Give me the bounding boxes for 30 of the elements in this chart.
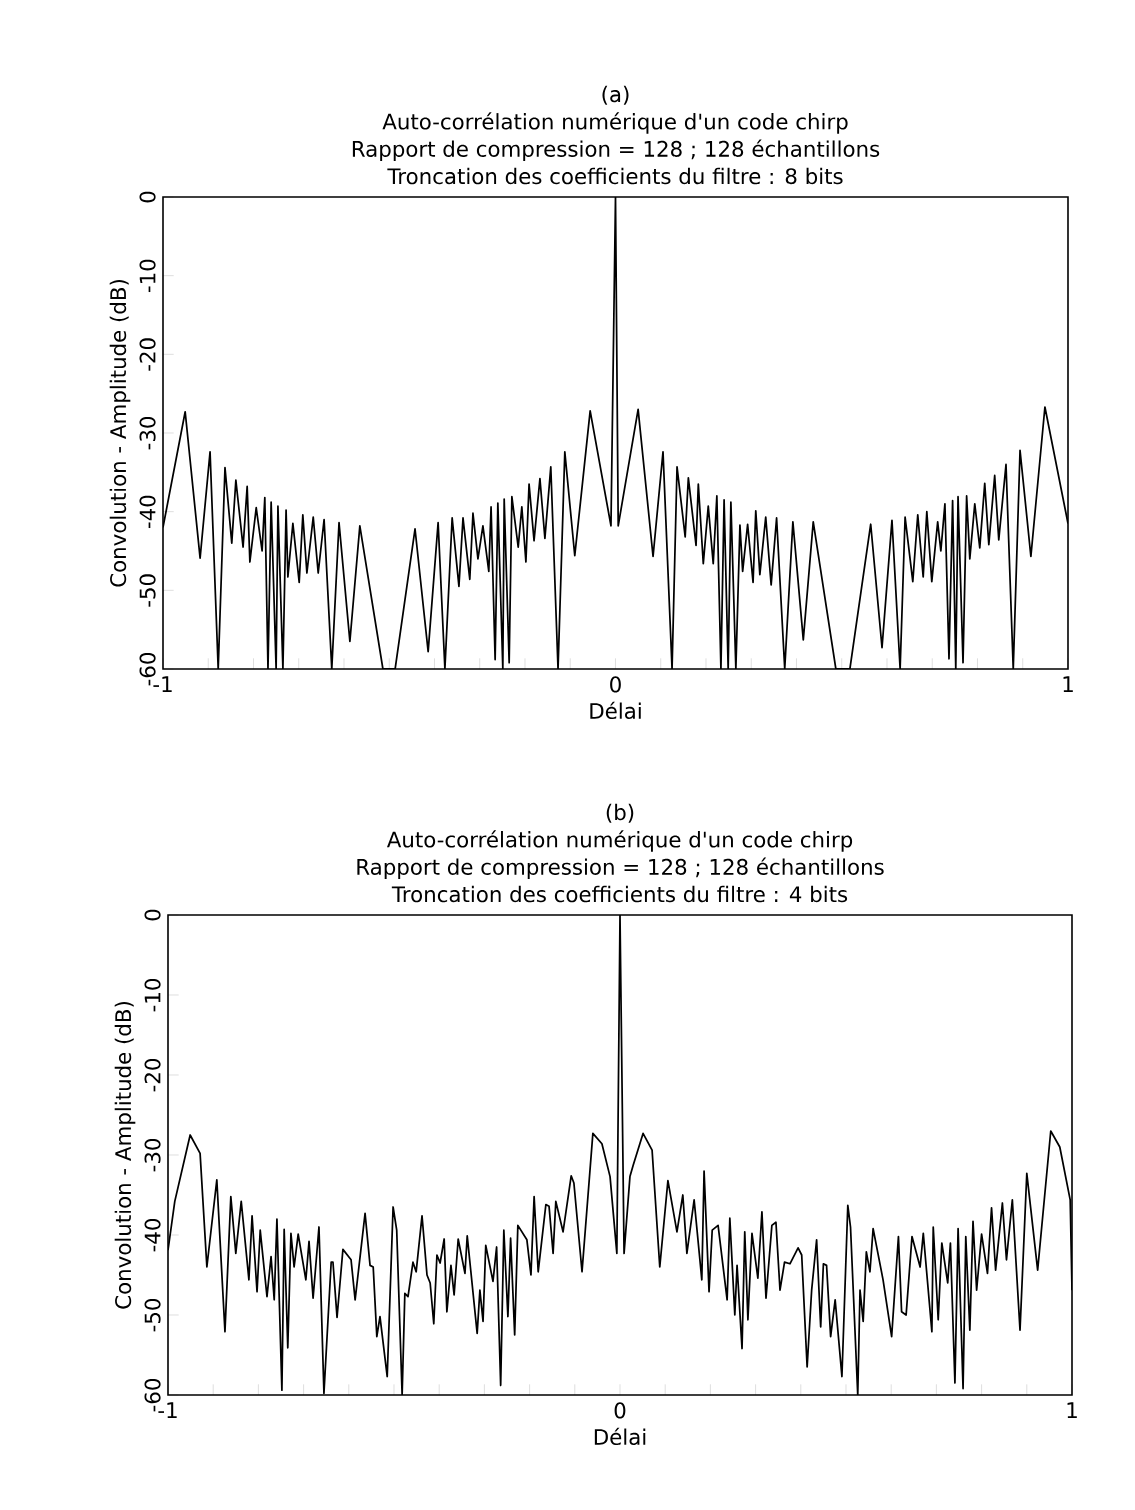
chart-title: (b) <box>606 803 634 823</box>
text: Rapport de compression = 128 ; 128 échantillons <box>352 139 880 162</box>
y-axis-title: Convolution - Amplitude (dB) <box>114 1001 136 1309</box>
y-tick-label: -40 <box>139 495 156 529</box>
x-tick-label: 1 <box>1067 1402 1077 1418</box>
y-axis-title: Convolution - Amplitude (dB) <box>109 279 131 587</box>
y-tick-label: -50 <box>144 1299 161 1332</box>
x-axis-title: Délai <box>590 701 641 720</box>
y-tick-label: 0 <box>144 909 161 921</box>
y-tick-label: -40 <box>144 1219 161 1252</box>
line-series <box>163 196 1068 669</box>
x-tick-label: 0 <box>610 676 621 693</box>
y-tick-label: -10 <box>139 259 156 293</box>
chart-title: (a) <box>602 85 629 105</box>
y-tick-label: -30 <box>139 417 156 450</box>
chart-subtitle: Auto-corrélation numérique d'un code chirp <box>386 830 853 852</box>
y-tick-label: -50 <box>139 574 156 607</box>
text: Rapport de compression = 128 ; 128 échantillons <box>357 857 884 880</box>
text: Troncation des coefficients du filtre : 8 bits <box>387 167 843 185</box>
x-tick-label: 1 <box>1063 676 1073 692</box>
y-tick-label: 0 <box>139 191 156 203</box>
y-tick-label: -10 <box>144 979 161 1012</box>
y-tick-label: -30 <box>144 1139 161 1172</box>
line-series <box>168 915 1072 1395</box>
x-tick-label: 0 <box>614 1402 626 1419</box>
x-axis-title: Délai <box>594 1427 646 1446</box>
text: Troncation des coefficients du filtre : 4 bits <box>391 885 848 903</box>
chart-subtitle: Auto-corrélation numérique d'un code chirp <box>382 112 848 134</box>
y-tick-label: -20 <box>139 338 156 371</box>
y-tick-label: -20 <box>144 1059 161 1092</box>
